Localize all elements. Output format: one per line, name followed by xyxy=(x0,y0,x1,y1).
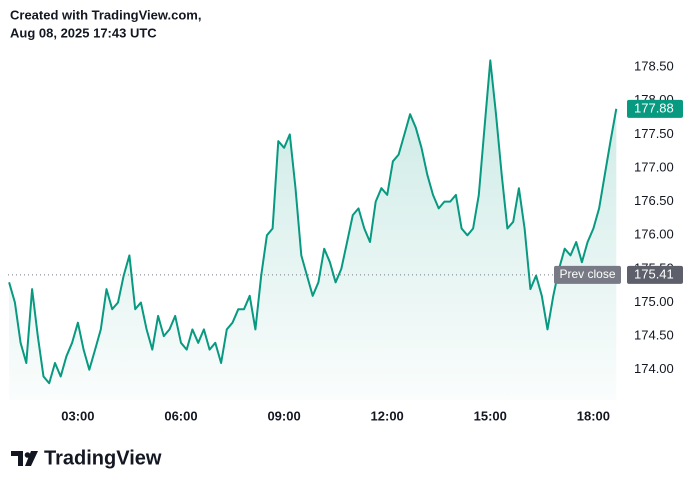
y-tick-label: 174.00 xyxy=(634,361,674,376)
y-tick-label: 176.00 xyxy=(634,227,674,242)
x-tick-label: 18:00 xyxy=(577,408,610,423)
x-tick-label: 12:00 xyxy=(371,408,404,423)
y-tick-label: 176.50 xyxy=(634,193,674,208)
area xyxy=(9,60,617,401)
prev-close-tag xyxy=(554,265,621,284)
x-tick-label: 09:00 xyxy=(267,408,300,423)
y-tick-label: 177.50 xyxy=(634,126,674,141)
logo-icon xyxy=(11,451,23,466)
y-tick-label: 175.00 xyxy=(634,294,674,309)
last-price-tag xyxy=(627,99,683,118)
logo: TradingView xyxy=(11,447,162,469)
x-tick-label: 03:00 xyxy=(61,408,94,423)
x-tick-label: 15:00 xyxy=(474,408,507,423)
plot: 174.00174.50175.00175.50176.00176.50177.… xyxy=(8,59,683,423)
prev-close-label: Prev close xyxy=(559,267,615,281)
y-tick-label: 177.00 xyxy=(634,159,674,174)
watermark: Created with TradingView.com, xyxy=(10,7,201,22)
logo-icon xyxy=(25,451,38,466)
y-tick-label: 174.50 xyxy=(634,328,674,343)
prev-close-value: 175.41 xyxy=(634,266,674,281)
y-tick-label: 178.50 xyxy=(634,59,674,74)
price-line xyxy=(8,59,618,385)
brand: TradingView xyxy=(44,447,162,469)
x-tick-label: 06:00 xyxy=(164,408,197,423)
prev-close-value-tag xyxy=(627,265,683,284)
last-price-label: 177.88 xyxy=(634,100,674,115)
timestamp: Aug 08, 2025 17:43 UTC xyxy=(10,25,157,40)
